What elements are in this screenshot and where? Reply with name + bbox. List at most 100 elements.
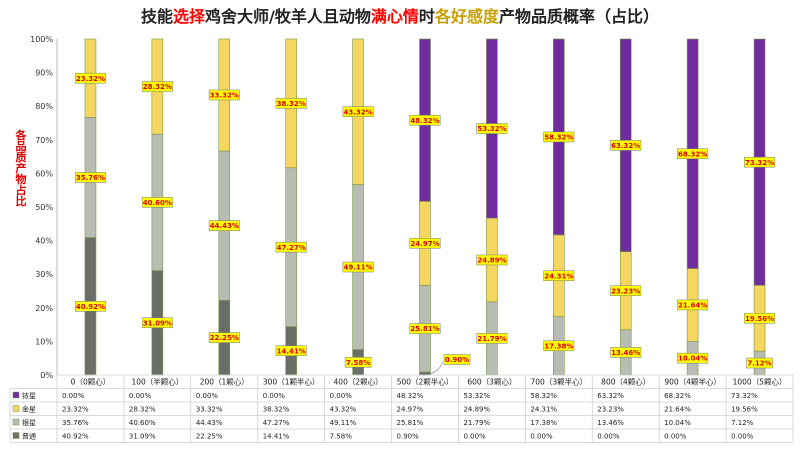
y-tick-label: 30%: [35, 270, 53, 279]
x-category-label: 500（2颗半心）: [397, 377, 454, 387]
data-label-box: [342, 261, 374, 273]
data-label: 33.32%: [210, 92, 239, 100]
y-axis-title: 各品质产物占比: [14, 128, 28, 207]
data-label: 21.79%: [477, 335, 506, 343]
data-label: 7.58%: [346, 359, 370, 367]
table-cell: 19.56%: [731, 406, 758, 414]
table-cell: 58.32%: [530, 392, 557, 400]
legend-label: 金星: [22, 405, 36, 414]
y-tick-label: 90%: [35, 69, 53, 78]
chart-title-part: 时: [419, 7, 435, 26]
x-category-label: 900（4颗半心）: [664, 377, 721, 387]
table-cell: 33.32%: [196, 406, 223, 414]
table-cell: 0.00%: [129, 392, 152, 400]
chart-title-part: 各好感度: [434, 7, 500, 26]
data-label-box: [746, 357, 773, 369]
data-label: 73.32%: [745, 159, 774, 167]
data-label: 25.81%: [410, 325, 439, 333]
data-label: 40.60%: [143, 199, 172, 207]
y-tick-label: 0%: [40, 371, 53, 380]
table-cell: 0.00%: [664, 433, 687, 441]
x-category-label: 200（1颗心）: [200, 378, 249, 387]
data-label-box: [75, 172, 106, 183]
data-label: 23.23%: [611, 287, 640, 295]
legend-label: 银星: [22, 418, 36, 427]
chart-title-part: 鸡舍大师/牧羊人且动物: [204, 7, 371, 26]
legend-label: 铱星: [22, 391, 36, 400]
table-cell: 10.04%: [664, 419, 691, 427]
data-label: 31.09%: [143, 319, 172, 327]
table-cell: 13.46%: [597, 419, 624, 427]
data-label: 14.41%: [277, 347, 306, 355]
table-cell: 73.32%: [731, 392, 758, 400]
x-category-label: 0（0颗心）: [71, 378, 111, 387]
table-cell: 68.32%: [664, 392, 691, 400]
data-label-box: [610, 140, 642, 151]
y-tick-label: 10%: [35, 337, 53, 346]
data-label-box: [342, 106, 374, 117]
table-cell: 0.00%: [330, 392, 353, 400]
data-label: 38.32%: [277, 100, 306, 108]
data-label: 53.32%: [477, 125, 506, 133]
data-label-box: [208, 332, 240, 343]
table-cell: 21.79%: [463, 419, 490, 427]
data-label-box: [141, 317, 173, 329]
y-tick-label: 100%: [30, 35, 53, 44]
table-cell: 25.81%: [397, 419, 424, 427]
table-cell: 24.97%: [397, 406, 424, 414]
data-label-box: [610, 347, 642, 358]
data-label-box: [677, 148, 709, 160]
table-cell: 40.92%: [62, 433, 89, 441]
chart-title-part: 技能: [141, 7, 173, 26]
data-label-box: [275, 98, 307, 109]
table-cell: 23.23%: [597, 406, 624, 414]
y-tick-label: 60%: [35, 169, 53, 178]
data-label-box: [344, 357, 372, 368]
table-cell: 24.89%: [463, 406, 490, 414]
table-cell: 22.25%: [196, 433, 223, 441]
data-label: 24.31%: [544, 272, 573, 280]
data-label-box: [75, 72, 106, 84]
bar-segment-普通: [419, 371, 431, 376]
data-label-box: [275, 241, 307, 253]
data-label: 19.56%: [745, 315, 774, 323]
data-label: 48.32%: [410, 117, 439, 125]
table-cell: 40.60%: [129, 419, 156, 427]
x-category-label: 100（半颗心）: [131, 377, 183, 387]
data-label-box: [744, 156, 775, 168]
data-label: 13.46%: [611, 349, 640, 357]
table-cell: 28.32%: [129, 406, 156, 414]
data-label-box: [208, 220, 240, 231]
data-label-box: [141, 81, 173, 92]
x-category-label: 700（3颗半心）: [531, 377, 588, 387]
data-label: 28.32%: [143, 83, 172, 91]
data-label: 24.97%: [410, 240, 439, 248]
data-label-box: [476, 254, 508, 266]
data-label: 44.43%: [210, 222, 239, 230]
data-label-box: [75, 301, 106, 312]
legend-label: 普通: [22, 432, 36, 441]
table-cell: 0.00%: [463, 433, 486, 441]
table-cell: 35.76%: [62, 419, 89, 427]
table-cell: 49.11%: [330, 419, 357, 427]
chart-title-part: 满心情: [371, 7, 419, 26]
chart-title: 技能选择鸡舍大师/牧羊人且动物满心情时各好感度产物品质概率（占比）: [141, 7, 659, 26]
legend-swatch: [12, 418, 20, 426]
data-label: 58.32%: [544, 134, 573, 142]
table-cell: 53.32%: [463, 392, 490, 400]
data-label-box: [409, 114, 441, 126]
x-category-label: 800（4颗心）: [601, 378, 650, 387]
y-tick-label: 80%: [35, 102, 53, 111]
table-cell: 0.90%: [397, 433, 420, 441]
table-cell: 24.31%: [530, 406, 557, 414]
table-cell: 0.00%: [62, 392, 85, 400]
table-cell: 0.00%: [196, 392, 219, 400]
table-cell: 43.32%: [330, 406, 357, 414]
data-label-box: [443, 354, 471, 365]
table-cell: 47.27%: [263, 419, 290, 427]
table-cell: 7.12%: [731, 419, 754, 427]
data-label-box: [275, 345, 307, 357]
y-tick-label: 20%: [35, 304, 53, 313]
